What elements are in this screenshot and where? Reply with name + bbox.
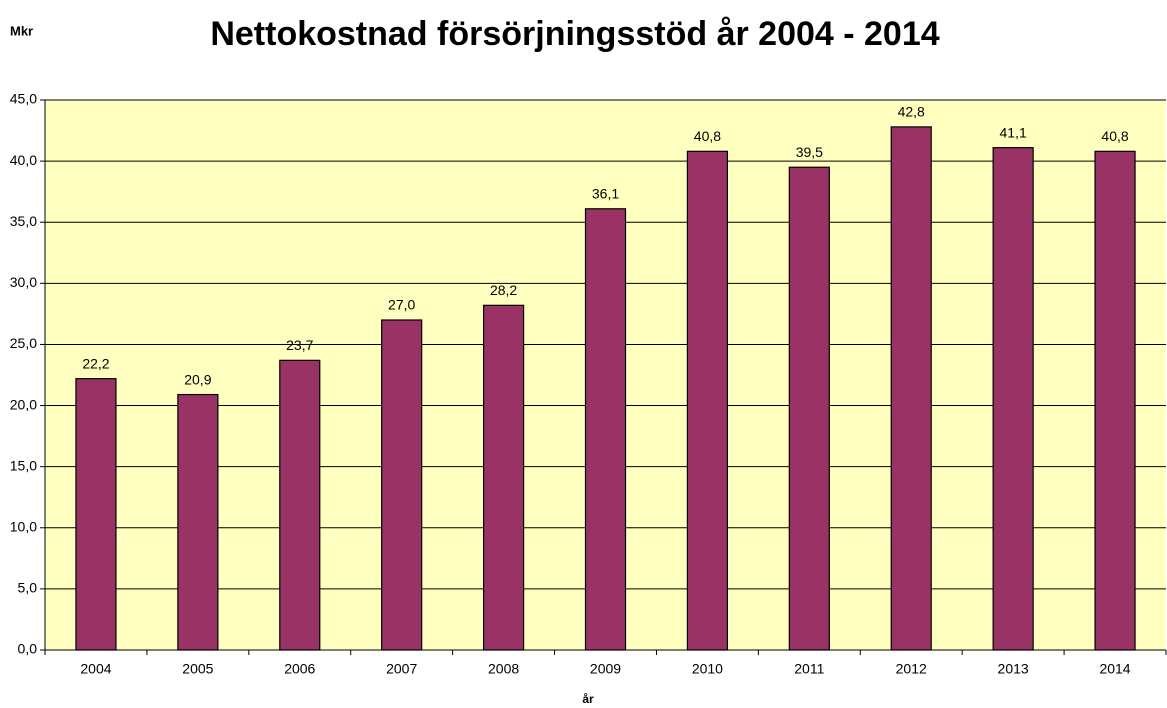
y-tick-label: 10,0	[10, 518, 37, 534]
data-label: 41,1	[1000, 124, 1027, 140]
y-tick-label: 25,0	[10, 335, 37, 351]
y-axis-label: Mkr	[10, 23, 33, 38]
x-tick-label: 2010	[692, 661, 723, 677]
bar	[890, 126, 932, 651]
data-label: 40,8	[694, 128, 721, 144]
x-tick-label: 2006	[284, 661, 315, 677]
x-axis-label: år	[582, 692, 594, 706]
x-tick-label: 2014	[1099, 661, 1130, 677]
x-tick-label: 2004	[80, 661, 111, 677]
chart-title: Nettokostnad försörjningsstöd år 2004 - …	[210, 15, 939, 53]
data-label: 39,5	[796, 144, 823, 160]
data-label: 27,0	[388, 297, 415, 313]
bar	[381, 319, 423, 651]
y-tick-label: 35,0	[10, 213, 37, 229]
data-label: 20,9	[184, 371, 211, 387]
y-tick-label: 5,0	[18, 580, 38, 596]
y-tick-label: 40,0	[10, 152, 37, 168]
data-label: 22,2	[82, 355, 109, 371]
bar	[75, 378, 117, 651]
y-tick-label: 20,0	[10, 396, 37, 412]
bar	[1094, 150, 1136, 651]
bar	[584, 208, 627, 651]
data-label: 36,1	[592, 185, 619, 201]
data-label: 23,7	[286, 337, 313, 353]
data-label: 40,8	[1101, 128, 1128, 144]
bar	[992, 147, 1034, 651]
x-tick-label: 2013	[998, 661, 1029, 677]
data-label: 42,8	[898, 104, 925, 120]
x-tick-label: 2005	[182, 661, 213, 677]
data-label: 28,2	[490, 282, 517, 298]
bar	[279, 359, 321, 651]
y-tick-label: 45,0	[10, 91, 37, 107]
bar	[482, 304, 525, 651]
bar	[686, 150, 729, 651]
y-tick-label: 30,0	[10, 274, 37, 290]
bar	[177, 393, 219, 651]
x-tick-label: 2007	[386, 661, 417, 677]
x-tick-label: 2011	[794, 661, 824, 677]
x-tick-label: 2009	[590, 661, 621, 677]
x-tick-label: 2008	[488, 661, 519, 677]
y-tick-label: 15,0	[10, 457, 37, 473]
x-tick-label: 2012	[896, 661, 927, 677]
bar	[788, 166, 830, 651]
y-tick-label: 0,0	[18, 641, 38, 657]
